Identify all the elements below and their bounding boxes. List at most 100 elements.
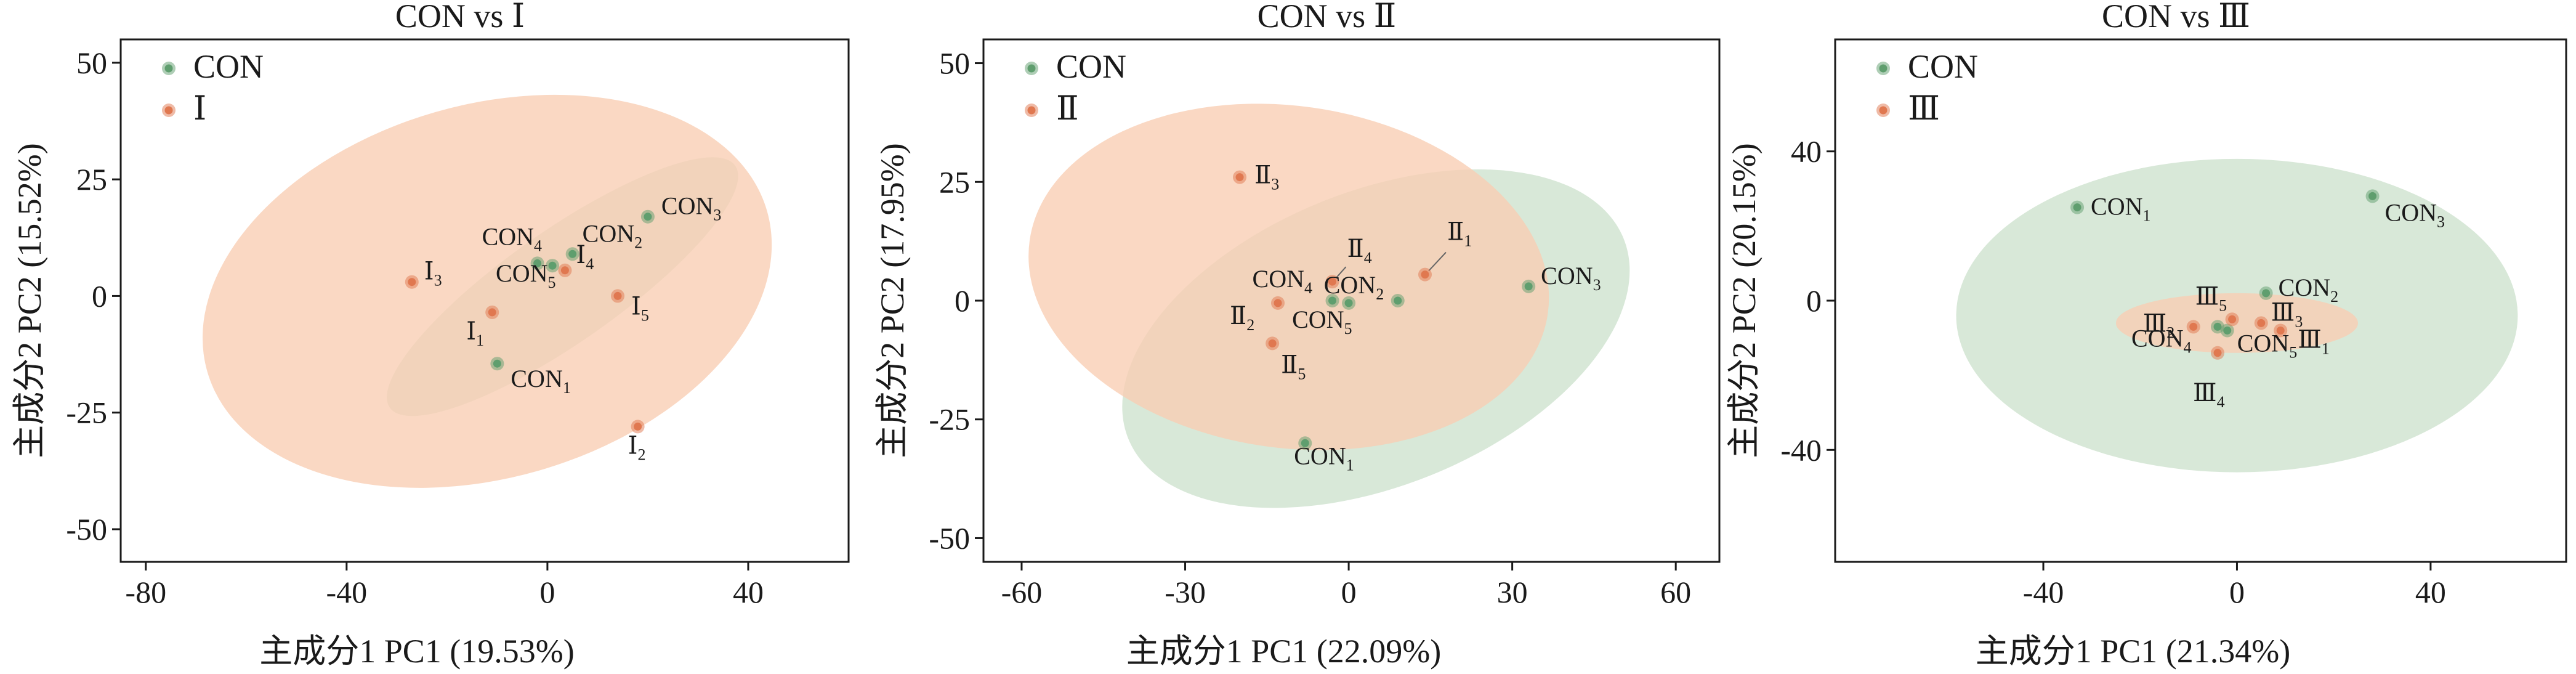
point-label-text: CON [2091,193,2142,221]
y-axis-label: 主成分2 PC2 (15.52%) [11,143,48,458]
point-label: CON5 [1292,306,1352,338]
legend-label: Ⅰ [193,90,206,127]
point-label-subscript: 2 [1376,285,1384,303]
point-label-text: CON [1541,262,1593,290]
chart-title: CON vs Ⅱ [1258,0,1397,35]
point-label: Ⅱ2 [1230,302,1254,334]
data-point [2262,289,2271,298]
point-label-text: Ⅱ [1281,351,1298,378]
point-label-text: Ⅲ [2195,282,2219,310]
point-label: Ⅰ1 [466,317,484,349]
point-label: CON1 [511,365,570,397]
point-label-subscript: 4 [1364,249,1372,267]
x-tick-label: 30 [1497,575,1528,609]
point-label: CON1 [2091,193,2150,225]
point-label-subscript: 5 [2289,343,2297,361]
x-axis-label: 主成分1 PC1 (21.34%) [1976,633,2291,670]
point-label-subscript: 4 [586,255,594,273]
confidence-ellipse-group [202,94,772,488]
point-label-text: CON [511,365,562,392]
point-label-subscript: 1 [2322,339,2330,357]
point-label: Ⅰ3 [424,258,442,290]
legend-label: CON [1056,48,1126,85]
point-label-subscript: 1 [1464,232,1472,250]
legend-label: CON [193,48,264,85]
data-point [493,359,501,368]
legend-marker [1879,64,1888,73]
point-label-text: CON [2237,329,2289,357]
y-tick-label: 50 [939,46,970,81]
data-point [488,308,496,317]
point-label: CON3 [1541,262,1601,294]
data-point [634,422,642,431]
point-label: CON4 [2131,324,2191,356]
y-tick-label: 0 [1806,283,1822,318]
x-tick-label: -60 [1001,575,1043,609]
label-leader-line [1428,251,1447,272]
data-point [2228,315,2237,323]
x-tick-label: 40 [733,575,764,609]
point-label: Ⅱ4 [1347,235,1372,267]
y-axis-label: 主成分2 PC2 (17.95%) [874,143,911,458]
x-tick-label: 40 [2415,575,2446,609]
point-label-subscript: 4 [534,237,542,254]
point-label-text: Ⅲ [2298,325,2322,353]
point-label-subscript: 1 [563,379,571,397]
data-point [644,213,652,221]
legend-label: Ⅱ [1056,90,1079,127]
data-point [2257,319,2266,327]
point-label: Ⅲ3 [2271,298,2303,330]
point-label: CON2 [2279,274,2338,306]
legend-marker [164,64,173,73]
data-point [568,250,577,258]
point-label-text: Ⅰ [424,258,434,285]
point-label: Ⅲ2 [2143,309,2175,341]
point-label-subscript: 4 [1304,279,1312,297]
data-point [2189,322,2198,331]
data-point [2073,203,2081,212]
point-label-subscript: 4 [2217,393,2225,411]
point-label-text: CON [496,259,547,287]
point-label: CON2 [583,219,642,251]
x-tick-label: -40 [2023,575,2064,609]
point-label-text: Ⅲ [2271,298,2295,326]
y-tick-label: 0 [955,283,970,318]
point-label: CON1 [1294,442,1354,474]
point-label: Ⅱ1 [1447,218,1472,250]
point-label-text: CON [661,192,713,220]
point-label: Ⅲ1 [2298,325,2330,357]
point-label-subscript: 3 [2295,312,2303,330]
point-label-subscript: 5 [641,306,649,324]
point-label-text: Ⅰ [466,317,476,345]
point-label-subscript: 3 [2437,213,2445,230]
chart-title: CON vs Ⅲ [2102,0,2250,35]
point-label: Ⅱ3 [1254,161,1279,193]
data-point [533,259,542,267]
plot-area [202,94,772,488]
point-label: Ⅰ4 [576,241,594,273]
data-point [560,266,569,275]
legend-marker [1879,106,1888,115]
data-point [1301,439,1309,447]
point-label-subscript: 3 [1593,276,1601,294]
point-label-text: Ⅱ [1254,161,1271,189]
point-label-text: CON [2131,324,2183,352]
x-tick-label: 0 [2229,575,2245,609]
point-label-subscript: 5 [2219,296,2227,314]
point-label-subscript: 2 [634,233,642,251]
point-label-text: CON [2279,274,2330,301]
legend-marker [1027,106,1036,115]
data-point [1394,296,1402,305]
point-label-text: Ⅰ [576,241,586,269]
point-label-text: Ⅰ [628,431,638,459]
data-point [613,291,622,300]
point-label-text: Ⅲ [2143,309,2167,337]
y-tick-label: 25 [76,162,107,197]
plot-area [1956,158,2518,473]
data-point [408,278,416,286]
point-label-subscript: 5 [548,274,556,291]
x-tick-label: -80 [125,575,166,609]
point-label-subscript: 1 [1346,456,1354,474]
